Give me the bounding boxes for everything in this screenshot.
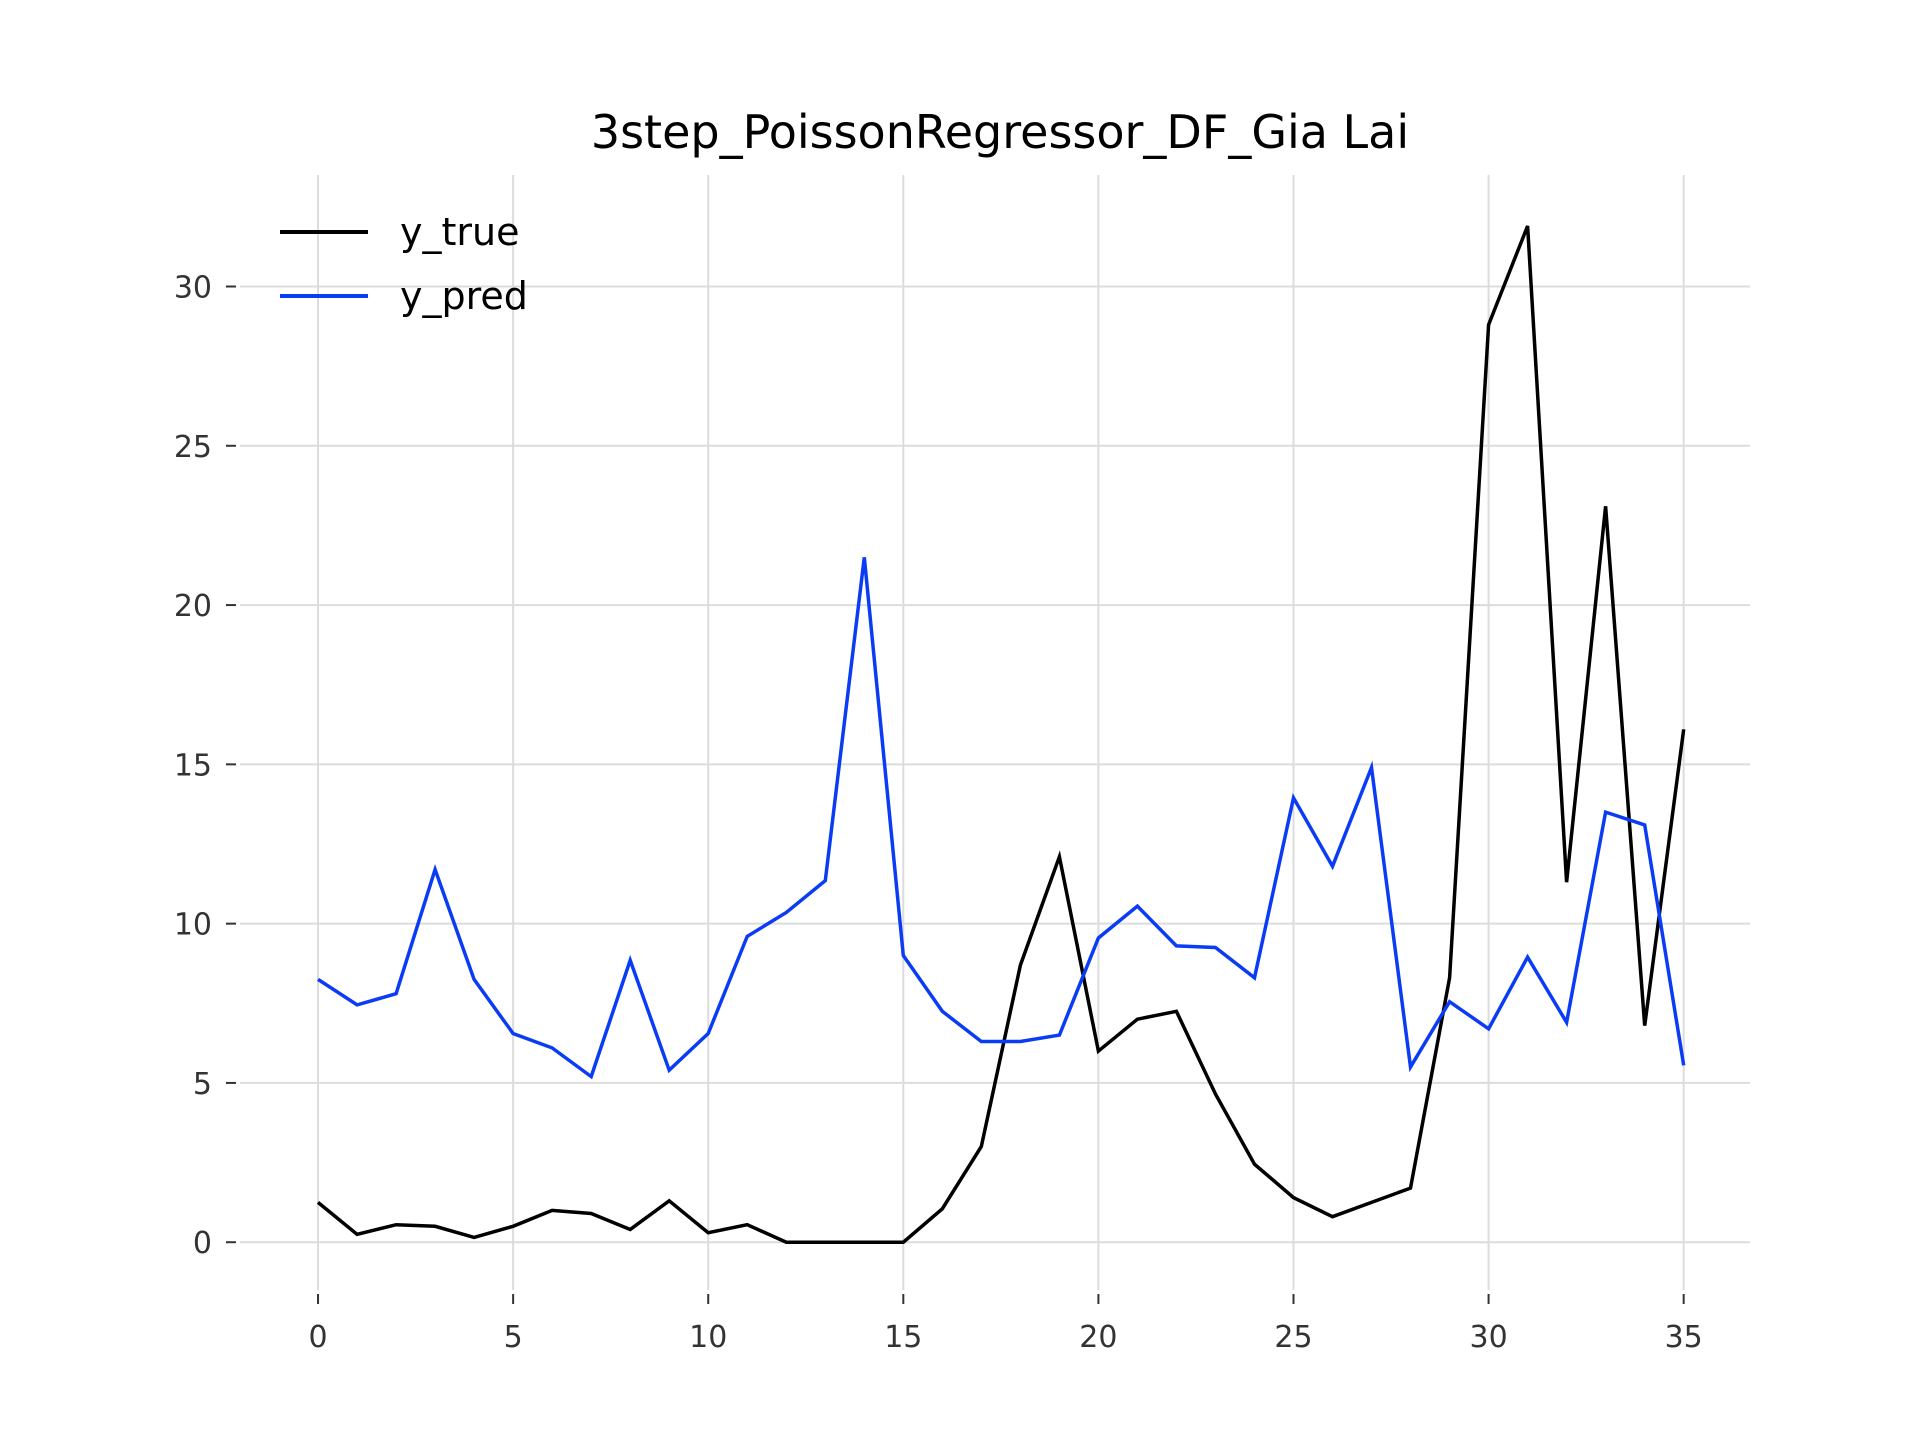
x-tick-label: 25 [1274, 1320, 1312, 1355]
y-tick-label: 5 [193, 1067, 212, 1102]
x-tick-label: 35 [1665, 1320, 1703, 1355]
axis-ticks: 0 5 10 15 20 25 30 35 0 5 10 15 20 25 30 [174, 271, 1703, 1356]
x-tick-label: 15 [884, 1320, 922, 1355]
x-tick-label: 30 [1469, 1320, 1507, 1355]
chart-title: 3step_PoissonRegressor_DF_Gia Lai [591, 105, 1409, 159]
x-tick-label: 5 [504, 1320, 523, 1355]
y-tick-label: 25 [174, 430, 212, 465]
y-tick-label: 10 [174, 908, 212, 943]
series-line-y-true [316, 225, 1686, 1244]
series-line-y-pred [317, 557, 1686, 1080]
y-tick-label: 30 [174, 271, 212, 306]
legend: y_true y_pred [280, 210, 528, 318]
x-tick-label: 10 [689, 1320, 727, 1355]
x-tick-label: 0 [308, 1320, 327, 1355]
x-tick-label: 20 [1079, 1320, 1117, 1355]
series-lines [316, 225, 1686, 1244]
y-tick-label: 20 [174, 589, 212, 624]
y-tick-label: 0 [193, 1226, 212, 1261]
y-gridlines [240, 285, 1750, 1244]
x-gridlines [317, 175, 1685, 1290]
y-tick-label: 15 [174, 748, 212, 783]
legend-label: y_true [400, 210, 519, 254]
legend-label: y_pred [400, 274, 528, 318]
